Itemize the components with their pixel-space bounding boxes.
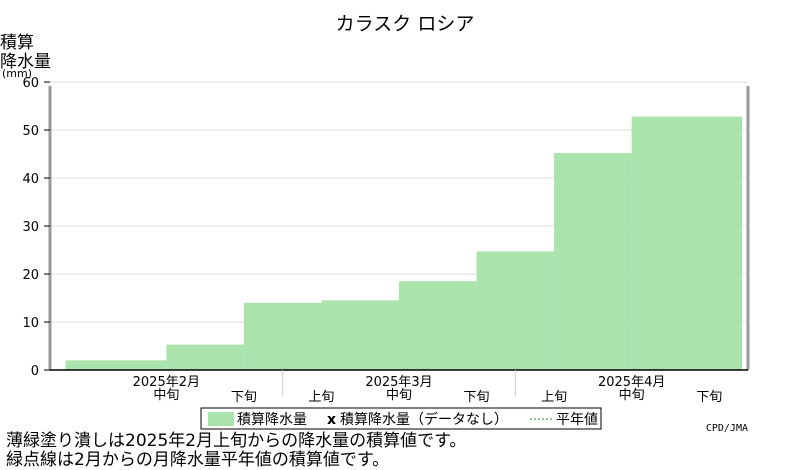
- legend-missing-marker-icon: x: [327, 412, 336, 428]
- dekad-label-5: 上旬: [541, 390, 567, 405]
- y-tick-label-0: 0: [31, 364, 39, 379]
- dekad-label-4: 下旬: [464, 390, 490, 405]
- area-column-3: [321, 300, 399, 370]
- y-tick-label-50: 50: [22, 124, 39, 139]
- y-tick-label-10: 10: [22, 316, 39, 331]
- cumulative-area: [66, 117, 742, 370]
- note-line-1: 薄緑塗り潰しは2025年2月上旬からの降水量の積算値です。: [6, 432, 466, 451]
- legend: 積算降水量 x 積算降水量（データなし） 平年値: [201, 408, 601, 429]
- y-tick-label-40: 40: [22, 172, 39, 187]
- legend-label-accumulated: 積算降水量: [237, 412, 307, 428]
- dekad-label-7: 下旬: [696, 390, 722, 405]
- dekad-label-2: 上旬: [308, 390, 334, 405]
- area-column-0: [66, 360, 167, 370]
- chart-title: カラスク ロシア: [336, 13, 475, 35]
- dekad-label-6: 中旬: [619, 388, 645, 403]
- legend-label-normal: 平年値: [556, 412, 598, 428]
- dekad-label-3: 中旬: [386, 388, 412, 403]
- credit-label: CPD/JMA: [706, 423, 748, 434]
- area-column-2: [244, 303, 322, 370]
- dekad-label-1: 下旬: [231, 390, 257, 405]
- legend-label-missing: 積算降水量（データなし）: [340, 411, 508, 428]
- area-column-4: [399, 281, 477, 370]
- legend-swatch-accumulated: [208, 412, 234, 426]
- dekad-label-0: 中旬: [153, 388, 179, 403]
- y-axis-label-line1: 積算: [0, 33, 34, 53]
- note-line-2: 緑点線は2月からの月降水量平年値の積算値です。: [6, 451, 389, 470]
- y-tick-label-30: 30: [22, 220, 39, 235]
- y-tick-label-20: 20: [22, 268, 39, 283]
- area-column-5: [477, 251, 555, 370]
- y-tick-label-60: 60: [22, 76, 39, 91]
- area-column-6: [554, 153, 632, 370]
- area-column-7: [632, 117, 742, 370]
- area-column-1: [166, 345, 244, 370]
- y-axis-ticks: 0 10 20 30 40 50 60: [22, 76, 50, 379]
